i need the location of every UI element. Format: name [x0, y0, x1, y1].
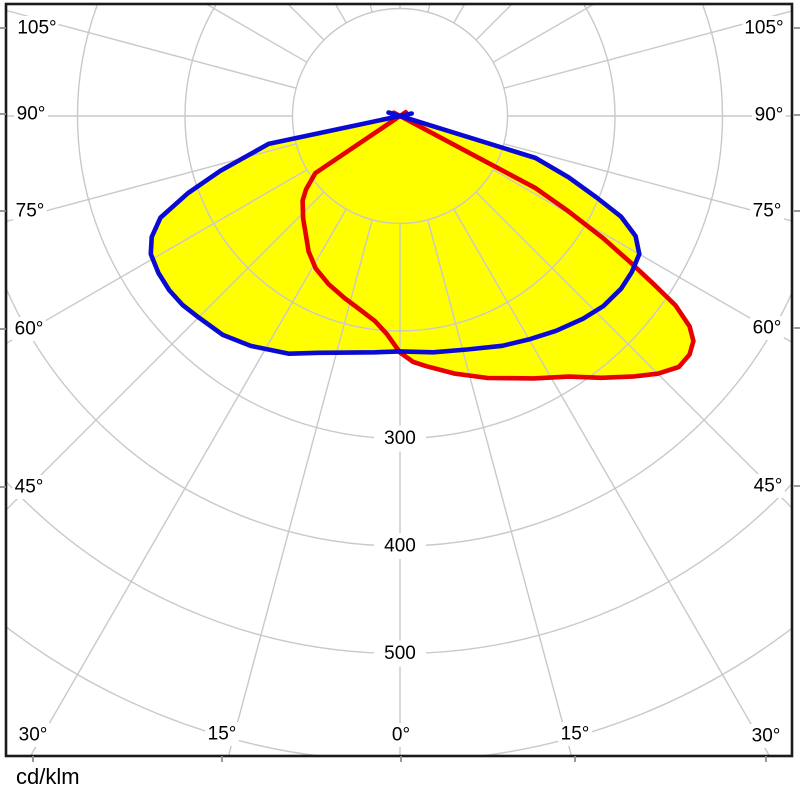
angle-label-right-1: 90°	[755, 105, 784, 126]
angle-label-left-2: 75°	[16, 201, 45, 222]
angle-label-halo	[749, 724, 783, 748]
grid-radial-line-75	[503, 143, 792, 222]
angle-label-bottom-2: 15°	[561, 724, 590, 745]
grid-radial-line-45	[475, 191, 792, 509]
angle-label-halo	[12, 317, 46, 341]
angle-label-right-5: 30°	[752, 726, 781, 747]
angle-label-halo	[558, 722, 592, 746]
grid-radial-line-285	[6, 143, 297, 223]
angle-label-halo	[13, 199, 47, 223]
grid-radial-line-15	[427, 219, 573, 756]
angle-label-halo	[14, 102, 48, 126]
border-ticks	[0, 27, 800, 762]
ring-label-300: 300	[384, 428, 416, 449]
angle-label-halo	[205, 722, 239, 746]
grid-radial-line-315	[6, 191, 325, 511]
angle-label-halo	[752, 103, 786, 127]
angle-label-halo	[15, 16, 59, 40]
grid-radial-line-30	[453, 208, 771, 756]
angle-label-halo	[742, 16, 786, 40]
grid-radial-line-60	[492, 169, 792, 344]
grid-radial-line-330	[29, 208, 347, 756]
angle-label-bottom-0: 15°	[208, 724, 237, 745]
ring-label-500: 500	[384, 643, 416, 664]
grid-radial-line-255	[6, 9, 297, 89]
blue-curve	[148, 110, 642, 356]
grid-radial-line-300	[6, 169, 308, 345]
ring-label-400: 400	[384, 536, 416, 557]
grid-radial-line-105	[503, 10, 792, 89]
angle-label-right-0: 105°	[744, 18, 783, 39]
angle-label-left-4: 45°	[15, 477, 44, 498]
angle-label-halo	[751, 474, 785, 498]
angle-label-left-0: 105°	[17, 18, 56, 39]
angle-label-left-3: 60°	[15, 319, 44, 340]
angle-label-halo	[16, 723, 50, 747]
red-curve	[300, 109, 696, 381]
angle-label-right-4: 45°	[754, 476, 783, 497]
unit-label: cd/klm	[16, 764, 80, 789]
ring-labels: 300 400 500	[374, 425, 426, 667]
chart-frame	[4, 2, 794, 758]
angle-label-halo	[750, 199, 784, 223]
grid-radial-line-345	[227, 219, 373, 756]
angle-label-left-5: 30°	[19, 725, 48, 746]
angle-label-left-1: 90°	[17, 104, 46, 125]
angle-label-right-3: 60°	[753, 318, 782, 339]
angle-label-bottom-1: 0°	[392, 725, 410, 746]
ring-label-halo	[374, 533, 426, 559]
angle-label-halo	[750, 316, 784, 340]
angle-labels: 105° 90° 75° 60° 45° 30° 15° 0° 15° 105° 90° 75° 60°…	[12, 16, 786, 748]
ring-label-halo	[374, 640, 426, 667]
angle-label-right-2: 75°	[753, 201, 782, 222]
angle-label-halo	[388, 723, 414, 747]
ring-label-halo	[374, 425, 426, 452]
angle-label-halo	[12, 475, 46, 499]
